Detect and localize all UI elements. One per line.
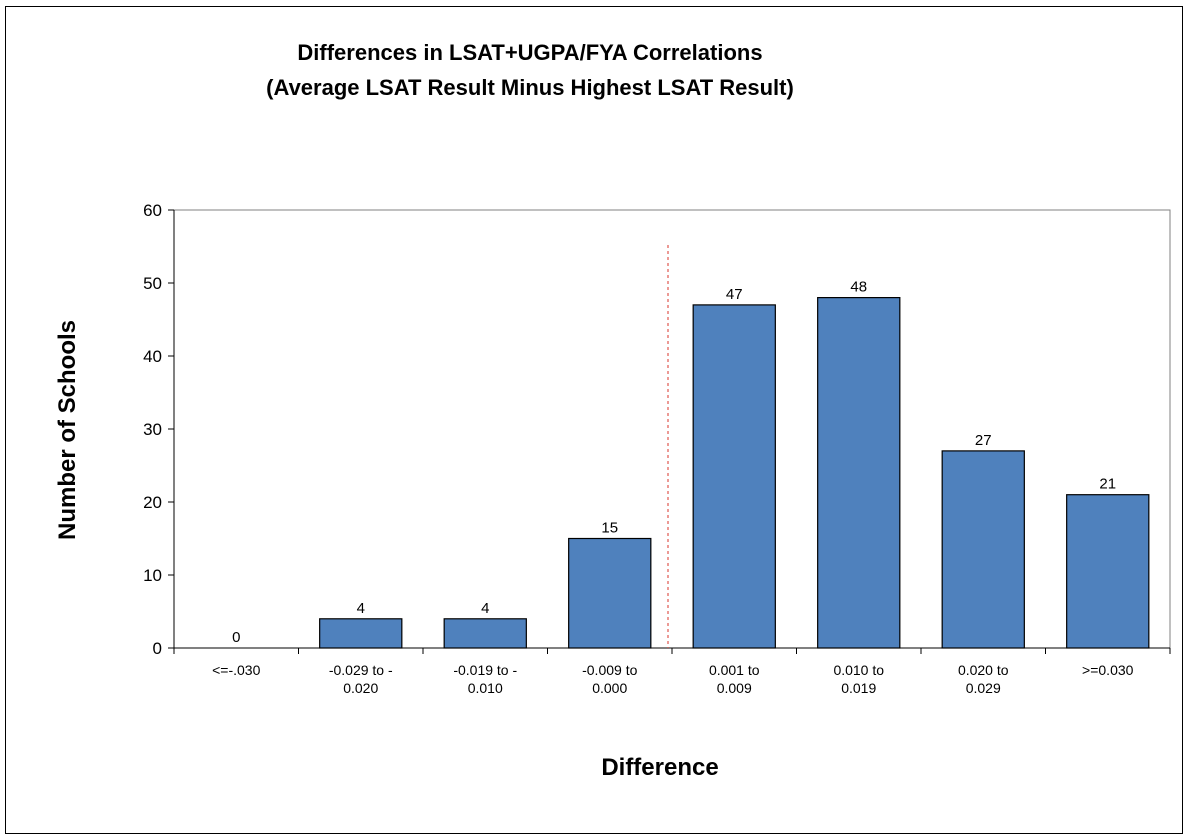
- data-label: 27: [975, 432, 992, 449]
- plot-area: 0 10 20 30 40 50 60 0 <=-.030 4 -0.029 to - 0.020 4 -…: [143, 201, 1171, 696]
- x-tick-label: 0.010: [468, 680, 503, 696]
- data-label: 21: [1099, 476, 1116, 493]
- bar: [941, 450, 1025, 649]
- x-tick-label: <=-.030: [212, 662, 260, 678]
- y-tick-label: 40: [143, 347, 162, 366]
- data-label: 0: [232, 629, 240, 646]
- x-tick-label: -0.019 to -: [453, 662, 517, 678]
- y-tick-label: 50: [143, 274, 162, 293]
- x-tick-label: 0.020 to: [958, 662, 1009, 678]
- bar: [443, 618, 527, 649]
- bar: [1066, 494, 1150, 649]
- bar: [817, 297, 901, 649]
- x-tick-label: >=0.030: [1082, 662, 1134, 678]
- y-tick-label: 30: [143, 420, 162, 439]
- x-axis-title: Difference: [601, 754, 718, 781]
- bar: [568, 537, 652, 649]
- bar: [319, 618, 403, 649]
- data-label: 15: [601, 520, 618, 537]
- chart-title-line-2: (Average LSAT Result Minus Highest LSAT …: [266, 75, 794, 100]
- data-label: 4: [357, 600, 365, 617]
- y-tick-label: 10: [143, 566, 162, 585]
- x-tick-label: 0.010 to: [833, 662, 884, 678]
- x-tick-label: -0.009 to: [582, 662, 637, 678]
- x-tick-label: 0.020: [343, 680, 378, 696]
- x-tick-label: -0.029 to -: [329, 662, 393, 678]
- bar: [692, 304, 776, 649]
- y-axis-title: Number of Schools: [54, 320, 81, 540]
- chart-frame: [5, 6, 1183, 834]
- chart-title-line-1: Differences in LSAT+UGPA/FYA Correlation…: [297, 40, 762, 65]
- x-tick-label: 0.001 to: [709, 662, 760, 678]
- y-tick-label: 20: [143, 493, 162, 512]
- x-tick-label: 0.000: [592, 680, 627, 696]
- x-tick-label: 0.009: [717, 680, 752, 696]
- data-label: 47: [726, 286, 743, 303]
- x-tick-label: 0.019: [841, 680, 876, 696]
- data-label: 4: [481, 600, 489, 617]
- data-label: 48: [850, 279, 867, 296]
- y-tick-label: 60: [143, 201, 162, 220]
- y-tick-label: 0: [153, 639, 162, 658]
- x-tick-label: 0.029: [966, 680, 1001, 696]
